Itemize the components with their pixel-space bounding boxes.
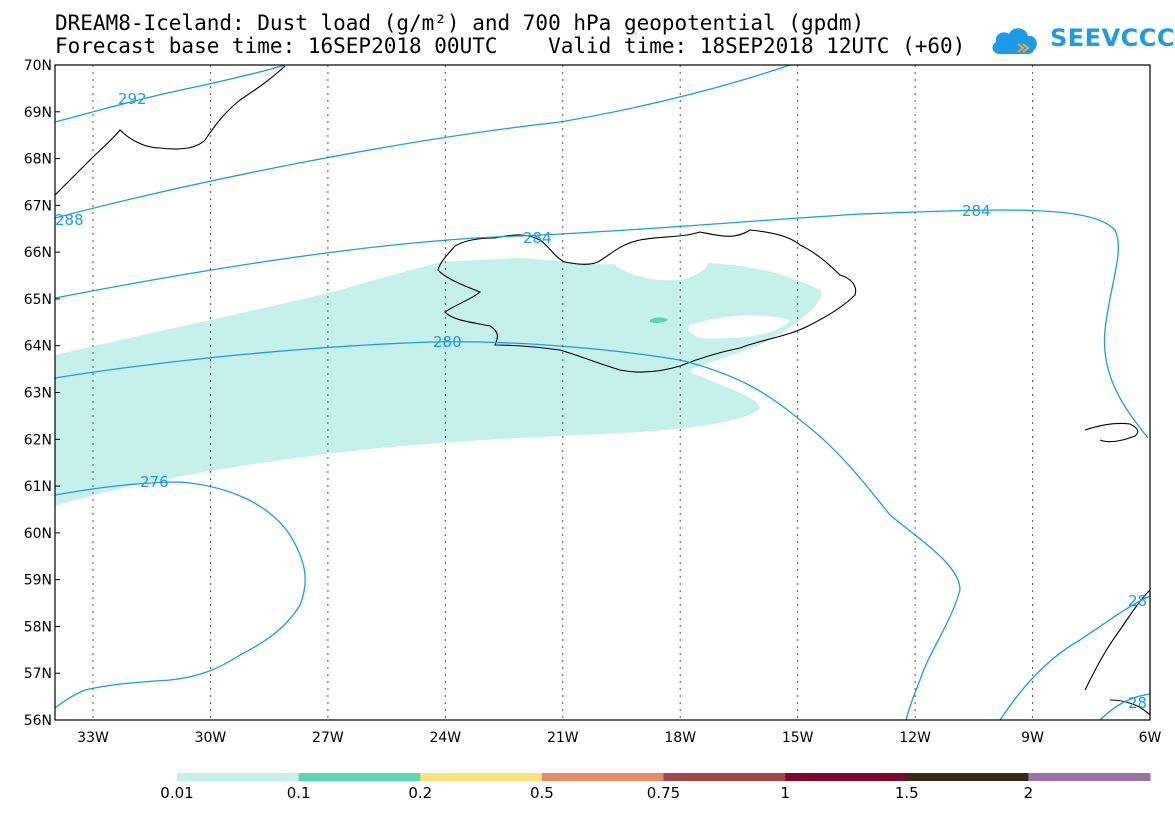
lat-tick-label: 60N <box>24 526 52 542</box>
greenland-coast <box>54 65 286 196</box>
colorbar-swatch <box>785 773 908 781</box>
lon-tick-label: 9W <box>1021 730 1044 746</box>
colorbar-label: 1 <box>780 784 790 802</box>
lon-tick-label: 6W <box>1139 730 1162 746</box>
no-dust-area <box>605 249 709 281</box>
dust-area-light <box>55 258 822 506</box>
lon-tick-label: 15W <box>782 730 814 746</box>
contour-288 <box>54 64 791 219</box>
contour-292 <box>54 64 286 123</box>
contour-labels: 292 284 284 280 276 288 28 28 <box>55 90 1147 712</box>
contour-label: 276 <box>140 473 169 491</box>
colorbar-swatch <box>420 773 543 781</box>
geopotential-contours <box>54 64 1151 721</box>
lon-tick-label: 24W <box>429 730 461 746</box>
map-title: DREAM8-Iceland: Dust load (g/m²) and 700… <box>55 11 865 35</box>
lon-tick-label: 21W <box>547 730 579 746</box>
lat-tick-label: 67N <box>24 198 52 214</box>
lat-tick-label: 59N <box>24 573 52 589</box>
colorbar-label: 1.5 <box>894 784 919 802</box>
no-dust-area <box>688 315 790 339</box>
longitude-axis: 33W 30W 27W 24W 21W 18W 15W 12W 9W 6W <box>77 730 1161 746</box>
colorbar-swatch <box>298 773 421 781</box>
colorbar-label: 0.5 <box>529 784 554 802</box>
colorbar-label: 0.1 <box>286 784 311 802</box>
contour-276 <box>54 481 306 709</box>
colorbar-label: 0.75 <box>646 784 681 802</box>
iceland-coast <box>437 229 857 373</box>
lat-tick-label: 58N <box>24 619 52 635</box>
contour-label: 28 <box>1128 592 1147 610</box>
colorbar-label: 0.2 <box>408 784 433 802</box>
lat-tick-label: 64N <box>24 339 52 355</box>
latitude-axis: 70N 69N 68N 67N 66N 65N 64N 63N 62N 61N 60N 59N 58N 5… <box>24 58 60 729</box>
contour-label: 292 <box>118 90 147 108</box>
contour-label: 284 <box>523 229 552 247</box>
lat-tick-label: 57N <box>24 666 52 682</box>
lat-tick-label: 69N <box>24 105 52 121</box>
lon-tick-label: 27W <box>312 730 344 746</box>
colorbar-swatch <box>541 773 664 781</box>
contour-284 <box>54 209 1149 439</box>
contour-label: 280 <box>433 333 462 351</box>
colorbar-swatch <box>906 773 1029 781</box>
lat-tick-label: 63N <box>24 386 52 402</box>
lat-tick-label: 61N <box>24 479 52 495</box>
map-subtitle: Forecast base time: 16SEP2018 00UTC Vali… <box>55 34 966 58</box>
dust-area-medium <box>650 317 668 324</box>
logo-text: SEEVCCC <box>1050 24 1175 52</box>
lon-tick-label: 33W <box>77 730 109 746</box>
lon-tick-label: 18W <box>664 730 696 746</box>
colorbar-label: 0.01 <box>160 784 194 802</box>
colorbar-swatch <box>663 773 786 781</box>
lat-tick-label: 70N <box>24 58 52 74</box>
lon-tick-label: 30W <box>195 730 227 746</box>
lon-tick-label: 12W <box>899 730 931 746</box>
lat-tick-label: 66N <box>24 245 52 261</box>
lat-tick-label: 68N <box>24 152 52 168</box>
lat-tick-label: 62N <box>24 432 52 448</box>
faroe-coast <box>1084 422 1139 443</box>
contour-label: 288 <box>55 211 84 229</box>
cloud-logo-icon <box>992 28 1037 54</box>
contour-label: 28 <box>1128 694 1147 712</box>
lat-tick-label: 56N <box>24 713 52 729</box>
colorbar-label: 2 <box>1023 784 1034 802</box>
contour-280-east <box>1099 693 1151 721</box>
lat-tick-label: 65N <box>24 292 52 308</box>
coastline <box>54 65 1151 717</box>
scotland-coast <box>1084 588 1151 717</box>
contour-284-east <box>999 595 1151 721</box>
colorbar <box>177 773 1151 781</box>
colorbar-swatch <box>177 773 300 781</box>
contour-280 <box>54 341 961 721</box>
colorbar-swatch <box>1028 773 1151 781</box>
contour-label: 284 <box>962 202 991 220</box>
